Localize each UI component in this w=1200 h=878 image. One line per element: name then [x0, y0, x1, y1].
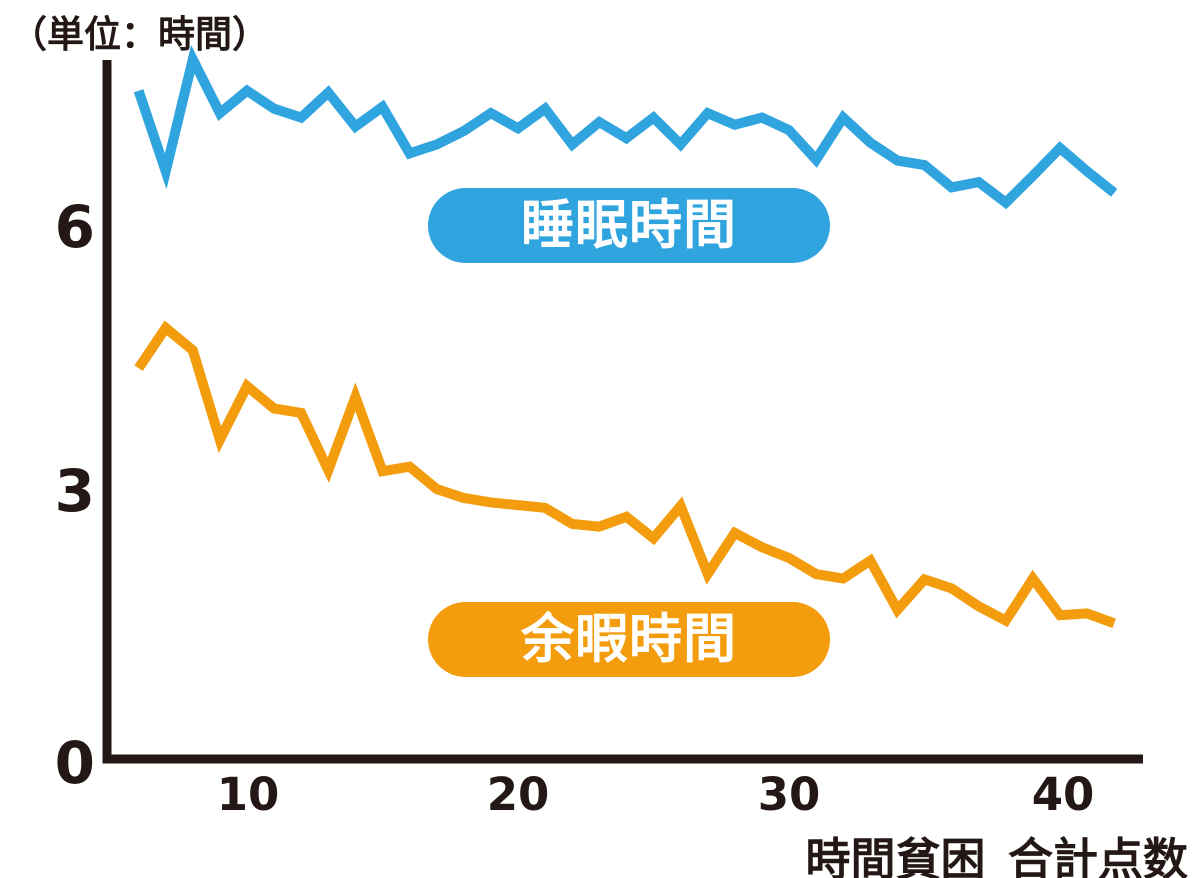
y-tick-6: 6: [54, 193, 95, 261]
x-tick-40: 40: [1031, 768, 1095, 821]
x-tick-30: 30: [757, 768, 821, 821]
x-tick-10: 10: [216, 768, 280, 821]
x-axis-title: 時間貧困_合計点数: [805, 833, 1188, 878]
y-tick-3: 3: [54, 457, 95, 525]
x-tick-20: 20: [486, 768, 550, 821]
unit-label: （単位：時間）: [10, 13, 269, 56]
y-tick-0: 0: [54, 729, 95, 797]
sleep-line: [133, 45, 1118, 210]
leisure-legend-label: 余暇時間: [521, 609, 737, 670]
sleep-legend-label: 睡眠時間: [521, 195, 737, 256]
leisure-line: [134, 320, 1116, 628]
leisure-legend-pill: 余暇時間: [428, 602, 830, 677]
sleep-legend-pill: 睡眠時間: [428, 188, 830, 263]
